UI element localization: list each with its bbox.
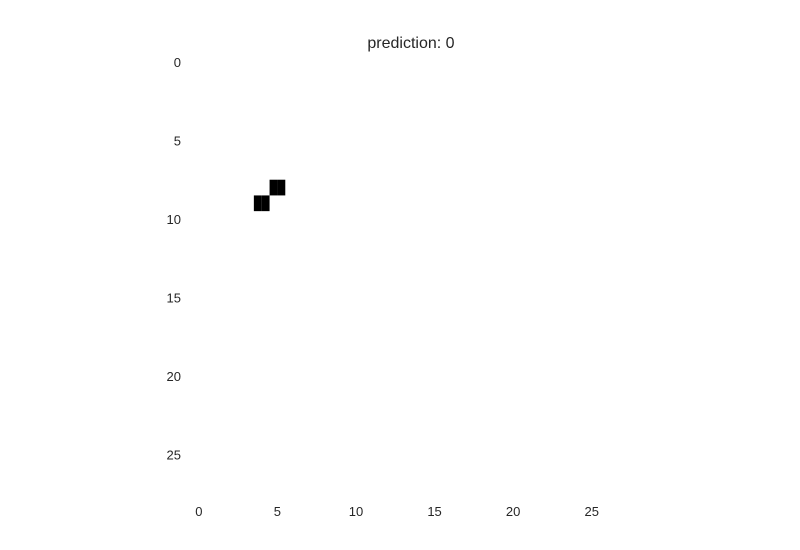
x-axis-tick-labels: 0 5 10 15 20 25 bbox=[195, 504, 599, 519]
heatmap-pixels bbox=[253, 179, 286, 212]
y-axis-tick-labels: 0 5 10 15 20 25 bbox=[167, 55, 181, 463]
y-tick-label-0: 0 bbox=[174, 55, 181, 70]
y-tick-label-1: 5 bbox=[174, 133, 181, 148]
x-tick-label-3: 15 bbox=[427, 504, 441, 519]
x-tick-label-0: 0 bbox=[195, 504, 202, 519]
x-tick-label-2: 10 bbox=[349, 504, 363, 519]
heatmap-pixel-2 bbox=[253, 195, 262, 212]
heatmap-pixel-1 bbox=[277, 179, 286, 196]
heatmap-pixel-3 bbox=[261, 195, 270, 212]
chart-title: prediction: 0 bbox=[367, 35, 454, 52]
y-tick-label-2: 10 bbox=[167, 212, 181, 227]
y-tick-label-5: 25 bbox=[167, 448, 181, 463]
x-tick-label-5: 25 bbox=[584, 504, 598, 519]
heatmap-pixel-0 bbox=[269, 179, 278, 196]
x-tick-label-4: 20 bbox=[506, 504, 520, 519]
y-tick-label-4: 20 bbox=[167, 369, 181, 384]
y-tick-label-3: 15 bbox=[167, 291, 181, 306]
x-tick-label-1: 5 bbox=[274, 504, 281, 519]
plot-area bbox=[191, 54, 631, 494]
